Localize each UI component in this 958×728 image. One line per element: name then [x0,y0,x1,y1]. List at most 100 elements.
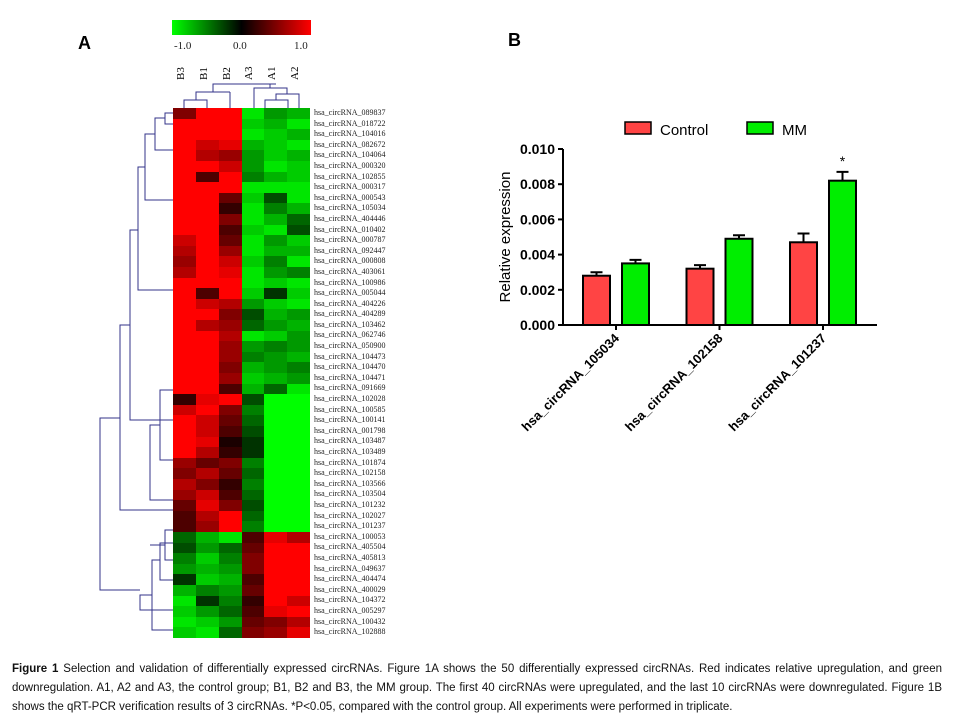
heatmap-cell [264,192,288,204]
heatmap-cell [287,320,310,331]
heatmap-cell [218,182,242,193]
heatmap-row-label: hsa_circRNA_104473 [314,351,386,361]
heatmap-cell [241,606,265,617]
heatmap-cell [264,341,288,352]
heatmap-cell [195,351,219,363]
heatmap-cell [287,532,310,543]
heatmap-cell [241,235,265,246]
heatmap-cell [264,203,288,214]
heatmap-row-labels: hsa_circRNA_089837 hsa_circRNA_018722 hsa_… [314,108,386,638]
heatmap-cell [195,288,219,299]
heatmap-cell [287,521,310,532]
heatmap-cell [287,479,310,490]
heatmap-cell [287,373,310,384]
heatmap-cell [241,351,265,363]
legend-swatch [746,121,774,135]
heatmap-cell [173,468,196,479]
heatmap-cell [264,510,288,522]
y-axis-label: Relative expression [497,172,514,303]
heatmap-cell [218,532,242,543]
heatmap-cell [264,182,288,193]
heatmap-cell [218,595,242,607]
heatmap-cell [218,150,242,161]
heatmap-cell [195,447,219,458]
heatmap-row-label: hsa_circRNA_091669 [314,383,386,393]
heatmap-cell [241,203,265,214]
heatmap-cell [218,457,242,469]
y-tick-label: 0.010 [520,141,555,157]
heatmap-cell [264,542,288,554]
heatmap-cell [264,320,288,331]
heatmap-cell [264,267,288,278]
heatmap-cell [173,510,196,522]
heatmap-cell [287,214,310,225]
bar-chart: 0.000 0.002 0.004 0.006 0.008 0.010 Relative e… [497,121,877,434]
heatmap-cell [241,277,265,289]
heatmap-cell [264,447,288,458]
heatmap-cell [173,192,196,204]
y-tick-label: 0.006 [520,211,555,227]
heatmap-cell [241,256,265,267]
heatmap-cell [218,563,242,575]
heatmap-cell [241,267,265,278]
heatmap-cell [173,288,196,299]
heatmap-row-label: hsa_circRNA_102027 [314,510,386,520]
heatmap-cell [173,521,196,532]
heatmap-cell [173,129,196,140]
heatmap-row-label: hsa_circRNA_103566 [314,478,386,488]
heatmap-cell [195,436,219,448]
heatmap-cell [195,182,219,193]
heatmap-cell [264,288,288,299]
heatmap-cell [264,139,288,151]
heatmap-row-label: hsa_circRNA_000317 [314,182,386,192]
heatmap-cell [218,298,242,310]
heatmap-cell [264,373,288,384]
heatmap-cell [264,606,288,617]
y-tick-label: 0.008 [520,176,555,192]
heatmap-row-label: hsa_circRNA_000543 [314,192,386,202]
heatmap-column-label: B3 [175,67,187,80]
heatmap-column-label: A2 [289,66,301,80]
y-tick-label: 0.000 [520,317,555,333]
heatmap-cell [287,309,310,320]
heatmap-cell [218,627,242,638]
heatmap-row-label: hsa_circRNA_010402 [314,224,386,234]
heatmap-cell [195,532,219,543]
heatmap-cell [173,118,196,130]
heatmap-row-label: hsa_circRNA_050900 [314,341,386,351]
heatmap-row-label: hsa_circRNA_101237 [314,521,386,531]
heatmap-row-label: hsa_circRNA_405813 [314,552,386,562]
heatmap-cell [264,500,288,511]
heatmap-cell [241,457,265,469]
heatmap-cell [173,616,196,628]
heatmap-cell [173,606,196,617]
heatmap-cell [287,245,310,257]
heatmap-cell [241,447,265,458]
heatmap-cell [241,341,265,352]
heatmap-cell [195,521,219,532]
heatmap-cell [218,129,242,140]
heatmap-cell [287,161,310,172]
heatmap-cell [264,150,288,161]
heatmap-cell [287,277,310,289]
heatmap-cell [195,118,219,130]
heatmap-cell [264,245,288,257]
heatmap-cell [173,341,196,352]
color-scale-mid: 0.0 [233,40,247,52]
heatmap-cell [218,214,242,225]
panel-label-a: A [78,33,91,53]
heatmap-cell [287,341,310,352]
heatmap-cell [241,595,265,607]
heatmap-row-label: hsa_circRNA_005297 [314,605,386,615]
error-bar [694,264,706,269]
heatmap-cell [195,404,219,416]
heatmap-row-label: hsa_circRNA_404226 [314,298,386,308]
heatmap-cell [241,489,265,501]
heatmap-cell [173,447,196,458]
heatmap-cell [195,500,219,511]
heatmap-cell [173,224,196,236]
heatmap-cell [195,192,219,204]
heatmap-row-label: hsa_circRNA_018722 [314,118,386,128]
heatmap-cell [241,468,265,479]
heatmap-cell [218,309,242,320]
